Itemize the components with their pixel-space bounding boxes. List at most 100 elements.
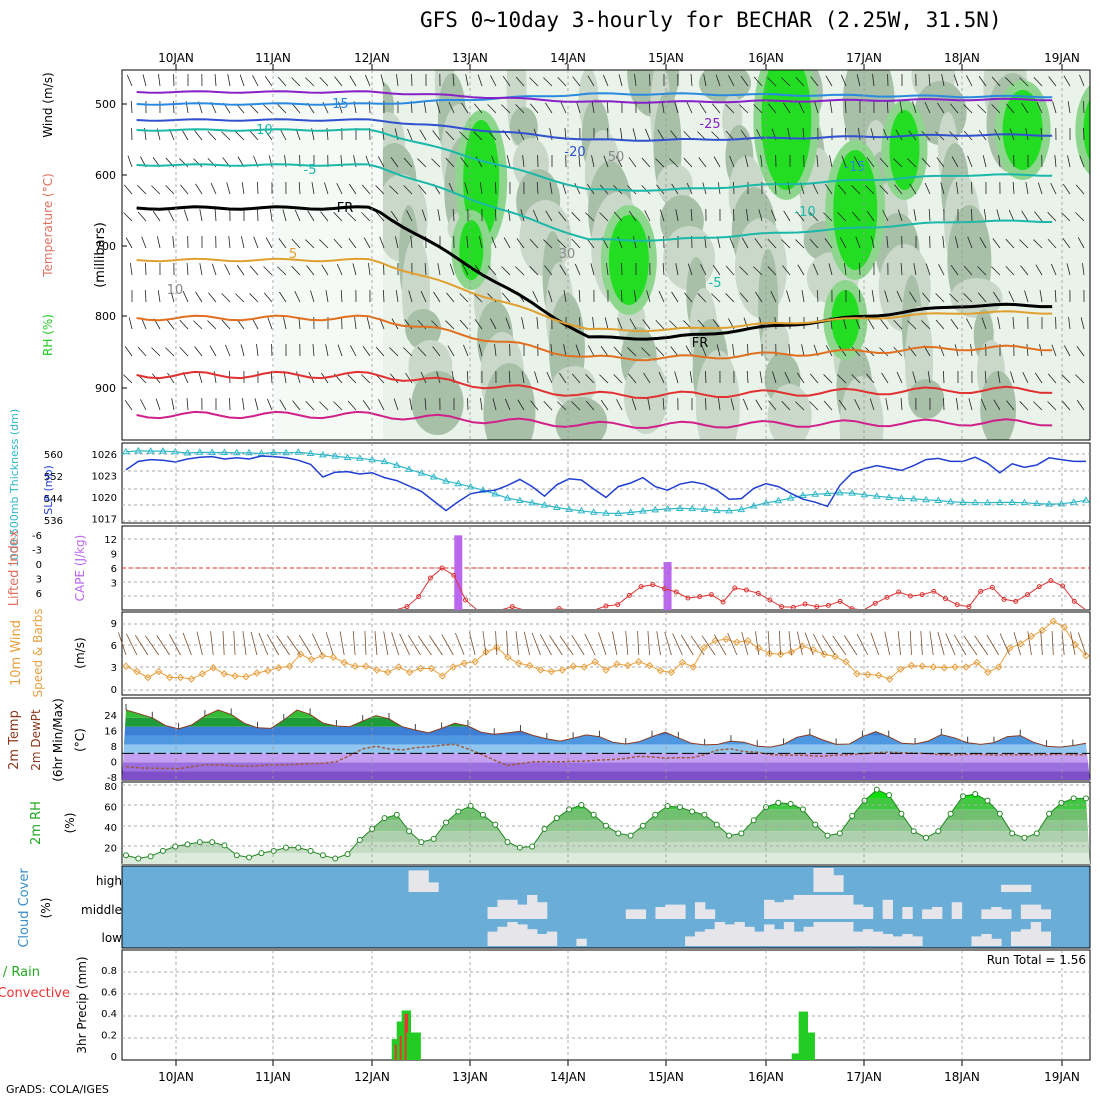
wind-barb (658, 371, 665, 384)
wind-barb (584, 633, 596, 656)
cloud-low (823, 922, 834, 946)
upper-legend-label: Wind (m/s) (41, 72, 55, 137)
thickness-point (651, 505, 660, 513)
wind-barb (529, 238, 539, 249)
wind-barb (767, 77, 777, 87)
cape-tick: 6 (111, 564, 117, 575)
wind-speed-point (329, 653, 337, 661)
thickness-point (823, 489, 832, 497)
wind-barb (701, 635, 716, 656)
thickness-point (355, 454, 364, 461)
wind-barb (859, 262, 861, 276)
contour-label: 5 (289, 247, 297, 262)
wind-barb (459, 319, 469, 330)
wind-barb (643, 372, 651, 384)
cloud-low (754, 931, 765, 946)
wind-barb (816, 155, 819, 168)
wind-barb (725, 265, 735, 276)
wind-barb (532, 291, 539, 303)
wind-barb (767, 266, 777, 276)
thickness-point (885, 493, 893, 500)
wind-barb (1026, 344, 1029, 357)
wind-barb (521, 317, 525, 330)
wind-speed-point (209, 664, 217, 672)
cloud-axis-label: Cloud Cover (17, 868, 32, 948)
cloud-middle (951, 902, 963, 919)
wind-barb (180, 184, 189, 195)
wind-barb (491, 236, 497, 249)
wind-barb (193, 158, 203, 168)
lifted-index-point (662, 586, 668, 592)
wind-barb (227, 74, 231, 87)
wind-barb (361, 212, 371, 222)
wind-barb (1054, 155, 1057, 168)
wind-barb (866, 157, 875, 168)
wind-barb (364, 631, 367, 656)
day-label-top: 15JAN (648, 51, 684, 65)
wind-barb (977, 104, 987, 114)
wind-barb (606, 100, 609, 114)
wind-barb (1027, 631, 1032, 656)
wind-barb (768, 103, 777, 114)
thickness-point (1069, 498, 1078, 505)
wind-barb (783, 210, 791, 222)
wind-barb (543, 77, 553, 87)
day-label-top: 18JAN (944, 51, 980, 65)
rh-shade (1083, 99, 1090, 161)
wind-barb (417, 635, 432, 656)
thickness-point (232, 448, 241, 456)
wind-barb (142, 74, 147, 87)
wind-barb (361, 374, 371, 384)
wind-barb (621, 262, 623, 276)
wind-axis-label: (m/s) (73, 637, 87, 668)
rh-point (344, 851, 351, 858)
day-label-bottom: 14JAN (550, 1070, 586, 1084)
wind-barb (600, 346, 609, 357)
rh-shade (509, 107, 538, 147)
wind-speed-point (471, 658, 479, 666)
wind-barb (1076, 346, 1085, 357)
wind-barb (872, 74, 875, 87)
wind-speed-point (122, 662, 130, 670)
rh-tick: 60 (104, 803, 117, 814)
wind-speed-point (744, 637, 752, 645)
li-tick: -3 (32, 546, 42, 557)
wind-barb (383, 262, 385, 276)
wind-barb (208, 292, 217, 303)
cloud-low (1030, 922, 1042, 946)
wind-barb (350, 345, 357, 357)
cloud-low (833, 922, 844, 946)
cloud-middle (527, 895, 538, 919)
thickness-point (626, 508, 635, 516)
wind-barb (647, 631, 651, 656)
contour-label: FR (337, 201, 354, 216)
wind-barb (429, 635, 443, 656)
wind-barb (319, 77, 329, 87)
thickness-point (922, 495, 930, 503)
lifted-index-point (556, 606, 562, 609)
wind-barb (574, 183, 581, 195)
wind-speed-point (1049, 617, 1057, 625)
wind-barb (452, 209, 455, 222)
wind-barb (893, 319, 903, 330)
wind-barb (841, 74, 847, 87)
wind-barb (992, 238, 1001, 249)
lifted-index-point (767, 597, 773, 603)
lifted-index-point (439, 565, 445, 571)
thickness-point (749, 502, 758, 509)
lifted-index-point (743, 587, 749, 593)
wind-barb (333, 212, 343, 222)
wind-barb (981, 317, 987, 330)
wind-barb (1061, 374, 1071, 384)
wind-speed-point (820, 650, 828, 658)
wind-barb (277, 104, 287, 114)
wind-barb (897, 209, 903, 222)
day-label-top: 10JAN (158, 51, 194, 65)
wind-barb (423, 101, 427, 114)
wind-barb (955, 182, 959, 195)
wind-barb (669, 158, 679, 168)
wind-barb (362, 346, 371, 357)
wind-barb (199, 209, 203, 222)
wind-speed-point (1005, 644, 1014, 652)
wind-barb (629, 318, 637, 330)
